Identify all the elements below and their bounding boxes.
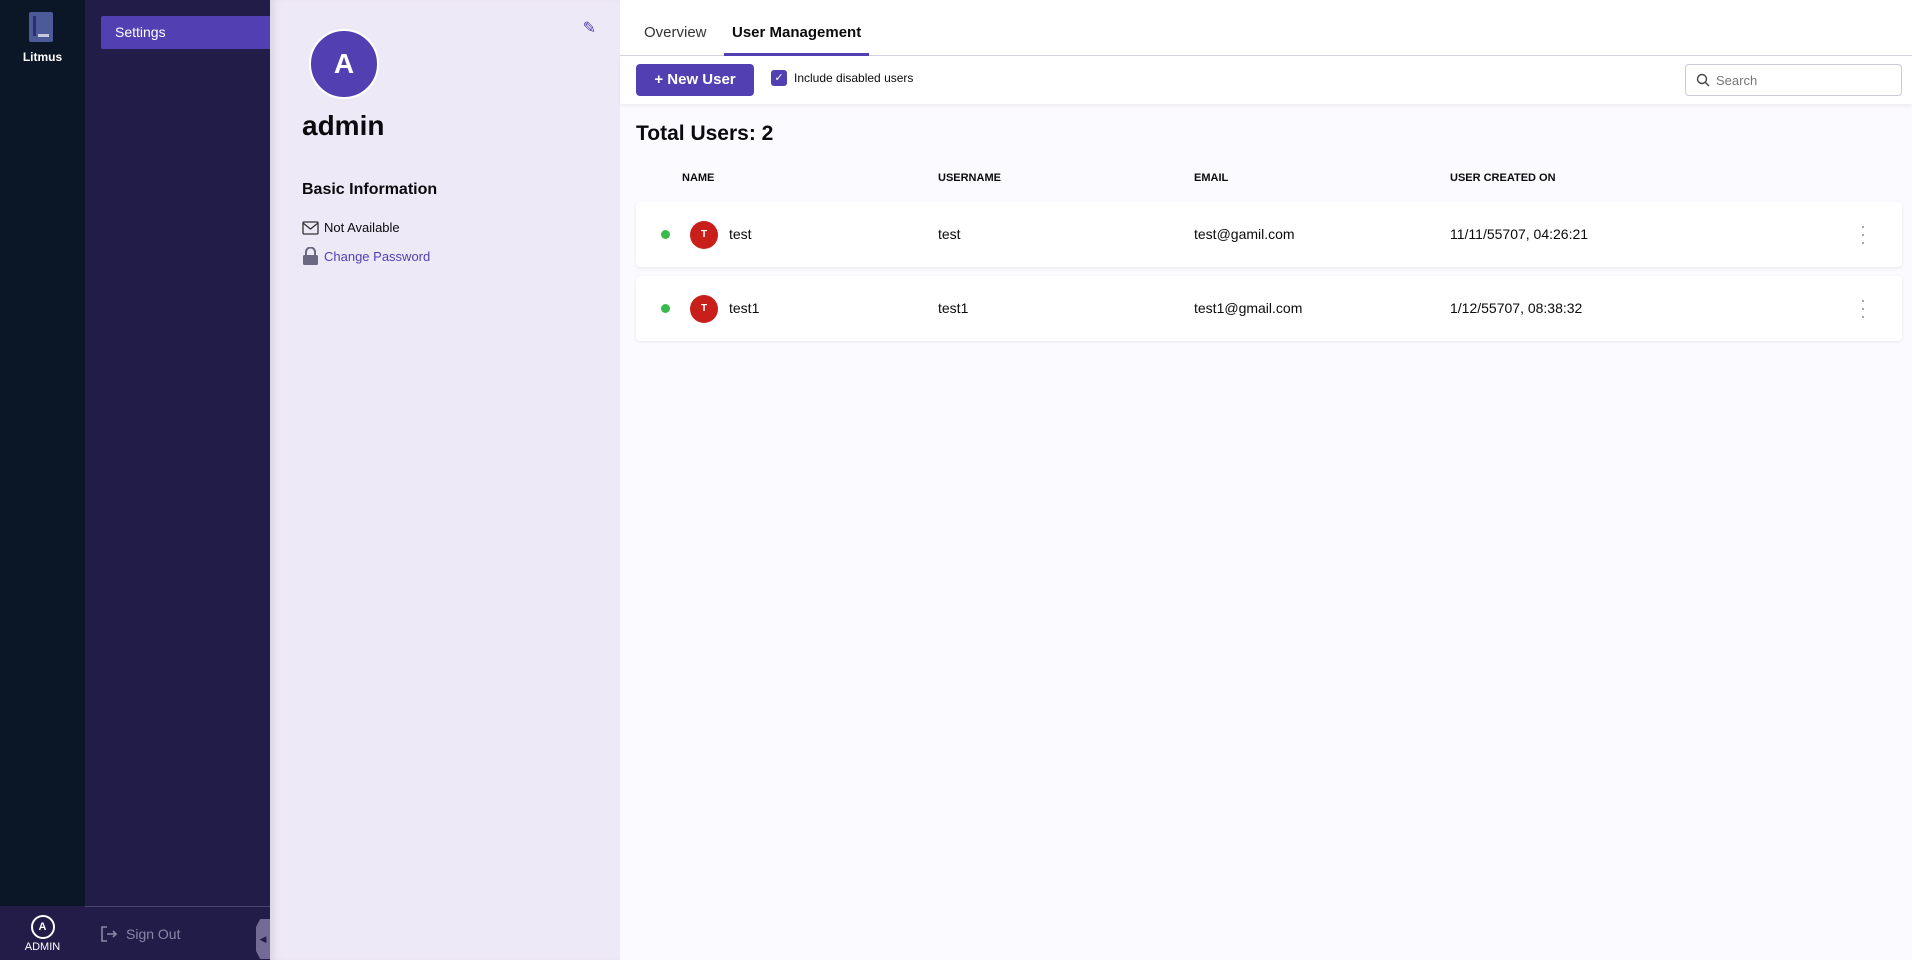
sign-out-icon [101,926,118,942]
column-created-on: USER CREATED ON [1450,172,1556,184]
include-disabled-label: Include disabled users [794,71,914,85]
cell-created-on: 1/12/55707, 08:38:32 [1450,300,1583,316]
user-avatar: T [690,221,718,249]
cell-name: test [729,226,752,242]
email-value: Not Available [324,220,400,235]
tab-user-management[interactable]: User Management [724,24,870,56]
cell-name: test1 [729,300,760,316]
column-username: USERNAME [938,172,1001,184]
include-disabled-checkbox[interactable]: ✓ Include disabled users [771,70,913,86]
search-box [1685,64,1902,96]
litmus-logo-icon[interactable] [29,12,53,42]
cell-created-on: 11/11/55707, 04:26:21 [1450,226,1589,242]
tab-overview[interactable]: Overview [644,24,707,41]
profile-avatar: A [309,29,379,99]
brand-name: Litmus [22,50,63,64]
sign-out-button[interactable]: Sign Out [100,925,180,943]
checkmark-icon: ✓ [771,70,787,86]
column-name: NAME [682,172,715,184]
more-options-icon[interactable]: · · · [1860,290,1866,326]
sidebar: Settings Sign Out ◀ [85,0,270,960]
total-users: Total Users: 2 [636,122,774,145]
new-user-label: New User [667,71,736,88]
avatar: A [30,915,55,939]
chevron-left-icon: ◀ [259,934,267,944]
status-dot [661,230,670,239]
profile-name: admin [302,110,385,141]
mail-icon [302,220,319,235]
user-label: ADMIN [24,941,61,953]
user-menu[interactable]: A ADMIN [0,906,85,960]
table-row[interactable]: T test test test@gamil.com 11/11/55707, … [636,202,1902,267]
more-options-icon[interactable]: · · · [1860,216,1866,252]
search-input[interactable] [1716,72,1886,88]
sidebar-item-settings[interactable]: Settings [101,16,270,49]
tab-bar: Overview User Management [620,0,1912,56]
profile-panel: ✎ A admin Basic Information Not Availabl… [270,0,620,960]
change-password-label: Change Password [324,248,431,264]
lock-icon [303,247,318,265]
section-title: Basic Information [302,181,438,198]
email-row: Not Available [302,220,400,235]
main-content: Overview User Management + New User ✓ In… [620,0,1912,960]
column-email: EMAIL [1194,172,1229,184]
edit-pencil-icon[interactable]: ✎ [582,20,596,37]
cell-email: test@gamil.com [1194,226,1295,242]
toolbar: + New User ✓ Include disabled users [620,56,1912,104]
cell-username: test1 [938,300,969,316]
sidebar-footer: Sign Out ◀ [85,906,270,960]
new-user-button[interactable]: + New User [636,64,754,96]
sign-out-label: Sign Out [126,926,181,942]
plus-icon: + [654,71,668,88]
change-password-link[interactable]: Change Password [302,247,430,265]
status-dot [661,304,670,313]
app-rail: Litmus A ADMIN [0,0,85,960]
user-avatar: T [690,295,718,323]
cell-email: test1@gmail.com [1194,300,1303,316]
table-row[interactable]: T test1 test1 test1@gmail.com 1/12/55707… [636,276,1902,341]
search-icon [1696,73,1710,87]
collapse-sidebar-button[interactable]: ◀ [256,919,270,959]
cell-username: test [938,226,961,242]
